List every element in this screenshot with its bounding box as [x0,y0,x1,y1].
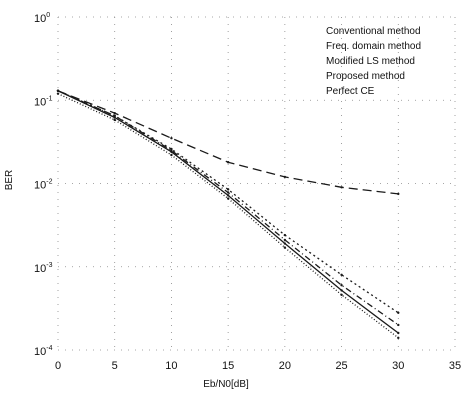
x-tick-label: 30 [392,360,404,372]
series-3-point [113,114,116,118]
series-4-point [226,194,230,197]
series-1-point [397,192,400,196]
series-4-point [340,289,343,292]
series-1-point [283,175,287,179]
x-tick-label: 25 [335,360,347,372]
series-5-point [226,197,230,200]
series-4-point [397,331,400,335]
series-5-point [340,293,343,297]
series-line-2 [57,90,399,314]
series-5-point [113,118,116,122]
series-4-point [56,89,60,92]
series-1-point [340,186,343,189]
series-5-point [170,153,173,157]
series-line-5 [57,93,399,339]
series-4-point [113,116,116,119]
x-tick-label: 15 [222,360,234,372]
series-2-point [340,273,343,277]
series-3-point [226,191,230,194]
tick-labels: 0 5 10 15 20 25 30 35 100 10-1 10-2 10-3 10-4 [34,12,461,372]
y-axis-label: BER [4,170,15,191]
series-1-point [226,161,230,164]
series-3-point [283,238,287,242]
legend-entry: Conventional method [326,26,421,37]
x-tick-label: 5 [112,360,118,372]
series-group [56,89,400,340]
series-5-point [397,336,400,340]
series-5-point [283,246,287,249]
series-5-point [56,92,60,95]
y-tick-label: 10-3 [34,262,53,275]
x-tick-label: 20 [279,360,291,372]
series-1-point [113,111,116,115]
series-2-point [283,233,287,237]
series-2-point [397,311,400,314]
legend-entry: Modified LS method [326,56,415,67]
legend: Conventional method Freq. domain method Mo… [326,26,421,97]
series-1-point [170,137,173,140]
series-4-point [283,242,287,245]
legend-entry: Proposed method [326,71,405,82]
series-3-point [397,323,400,327]
x-tick-label: 35 [449,360,461,372]
y-tick-label: 10-2 [34,179,53,192]
y-tick-label: 10-1 [34,95,53,108]
series-line-3 [57,90,399,326]
legend-entry: Perfect CE [326,86,375,97]
legend-entry: Freq. domain method [326,41,421,52]
series-3-point [340,284,343,287]
y-tick-label: 10-4 [34,345,53,358]
y-tick-label: 100 [34,12,50,25]
series-line-4 [57,90,399,334]
x-tick-label: 0 [55,360,61,372]
series-4-point [170,150,173,154]
x-axis-label: Eb/N0[dB] [203,379,249,390]
x-tick-label: 10 [165,360,177,372]
series-2-point [226,188,230,191]
